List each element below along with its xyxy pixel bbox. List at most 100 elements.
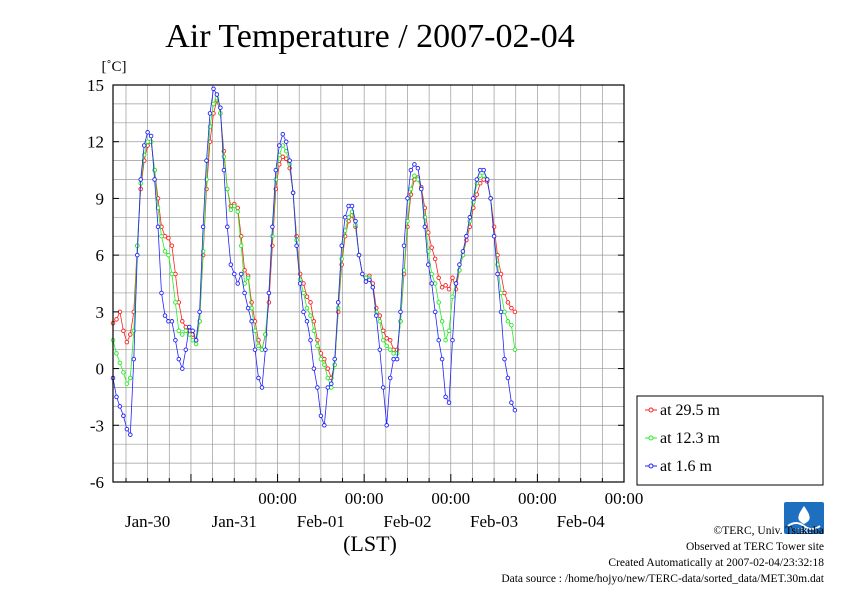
data-point [412, 162, 417, 167]
data-point [353, 218, 358, 224]
data-point [339, 243, 344, 248]
data-point [308, 337, 313, 343]
data-point [214, 92, 220, 97]
y-tick-label: 12 [87, 133, 104, 152]
data-point [439, 319, 445, 324]
data-point [505, 375, 511, 381]
data-point [114, 351, 119, 356]
data-point [318, 413, 324, 419]
data-point [148, 133, 154, 139]
data-point [204, 158, 209, 163]
data-point [273, 167, 279, 173]
data-point [190, 328, 195, 334]
data-point [252, 347, 258, 352]
data-point [270, 224, 275, 230]
data-point [238, 243, 244, 248]
data-point [211, 101, 216, 107]
data-point [280, 131, 286, 137]
data-point [322, 362, 327, 368]
data-point [200, 224, 206, 230]
data-point [249, 300, 254, 305]
data-point [387, 347, 393, 352]
y-tick-label: 15 [87, 76, 104, 95]
credit-source: Data source : /home/hojyo/new/TERC-data/… [501, 573, 824, 585]
data-point [159, 290, 164, 296]
data-point [360, 271, 365, 277]
data-point [287, 158, 292, 163]
data-point [335, 300, 341, 305]
data-point [135, 252, 140, 258]
data-point [263, 347, 268, 352]
data-point [304, 294, 310, 299]
data-point [384, 336, 389, 341]
legend-item: at 29.5 m [645, 402, 721, 419]
x-tick-time-label: 00:00 [605, 489, 644, 508]
data-point [443, 337, 448, 343]
data-point [432, 309, 438, 315]
data-point [446, 328, 452, 334]
data-point [377, 319, 383, 324]
data-point [318, 356, 324, 362]
data-point [245, 275, 251, 281]
data-point [145, 130, 150, 135]
data-point [311, 328, 317, 334]
data-point [394, 356, 400, 362]
data-point [121, 413, 126, 419]
data-point [422, 224, 428, 230]
data-point [238, 271, 244, 277]
data-point [183, 347, 189, 352]
data-point [401, 243, 407, 248]
data-point [439, 285, 445, 290]
chart-legend: at 29.5 m at 12.3 m at 1.6 m [636, 395, 824, 486]
data-point [221, 154, 227, 160]
data-point [450, 337, 455, 343]
data-point [197, 309, 202, 315]
data-point [484, 177, 490, 182]
data-point [377, 347, 383, 352]
credit-observed: Observed at TERC Tower site [686, 541, 824, 553]
legend-items: at 29.5 m at 12.3 m at 1.6 m [645, 402, 721, 475]
series-blue [110, 86, 518, 437]
data-point [467, 215, 473, 220]
data-point [256, 375, 261, 381]
data-point [443, 394, 448, 400]
data-point [398, 319, 403, 324]
data-point [124, 426, 130, 432]
legend-box [636, 395, 824, 486]
x-axis-label: (LST) [343, 531, 397, 556]
axis-layer [112, 84, 625, 483]
data-point [325, 375, 331, 381]
data-point [308, 313, 313, 318]
data-point [235, 281, 240, 286]
data-point [225, 224, 230, 230]
data-point [225, 186, 230, 192]
legend-label: at 12.3 m [660, 430, 721, 447]
y-tick-label: -6 [90, 473, 104, 492]
terc-logo: TERC [784, 502, 824, 535]
data-point [349, 203, 355, 209]
data-point [283, 139, 289, 144]
data-point [363, 279, 369, 284]
credit-copyright: ©TERC, Univ. Tsukuba [714, 525, 824, 537]
legend-item: at 12.3 m [645, 430, 721, 447]
data-point [180, 366, 185, 371]
data-point [169, 319, 175, 324]
data-point [304, 319, 310, 324]
data-point [325, 385, 331, 390]
plot-frame [112, 84, 625, 483]
data-point [387, 337, 393, 343]
data-point [301, 290, 306, 296]
data-point [329, 381, 334, 386]
data-point [277, 143, 282, 148]
data-point [141, 143, 147, 148]
data-point [370, 285, 376, 290]
data-point [176, 356, 182, 362]
data-point [429, 245, 434, 250]
x-tick-date-label: Feb-02 [383, 512, 431, 531]
data-point [138, 177, 143, 182]
data-point [443, 283, 448, 288]
legend-label: at 1.6 m [660, 458, 713, 475]
legend-swatch-marker [648, 407, 654, 413]
logo-text: TERC [795, 527, 813, 535]
data-point [183, 328, 189, 334]
